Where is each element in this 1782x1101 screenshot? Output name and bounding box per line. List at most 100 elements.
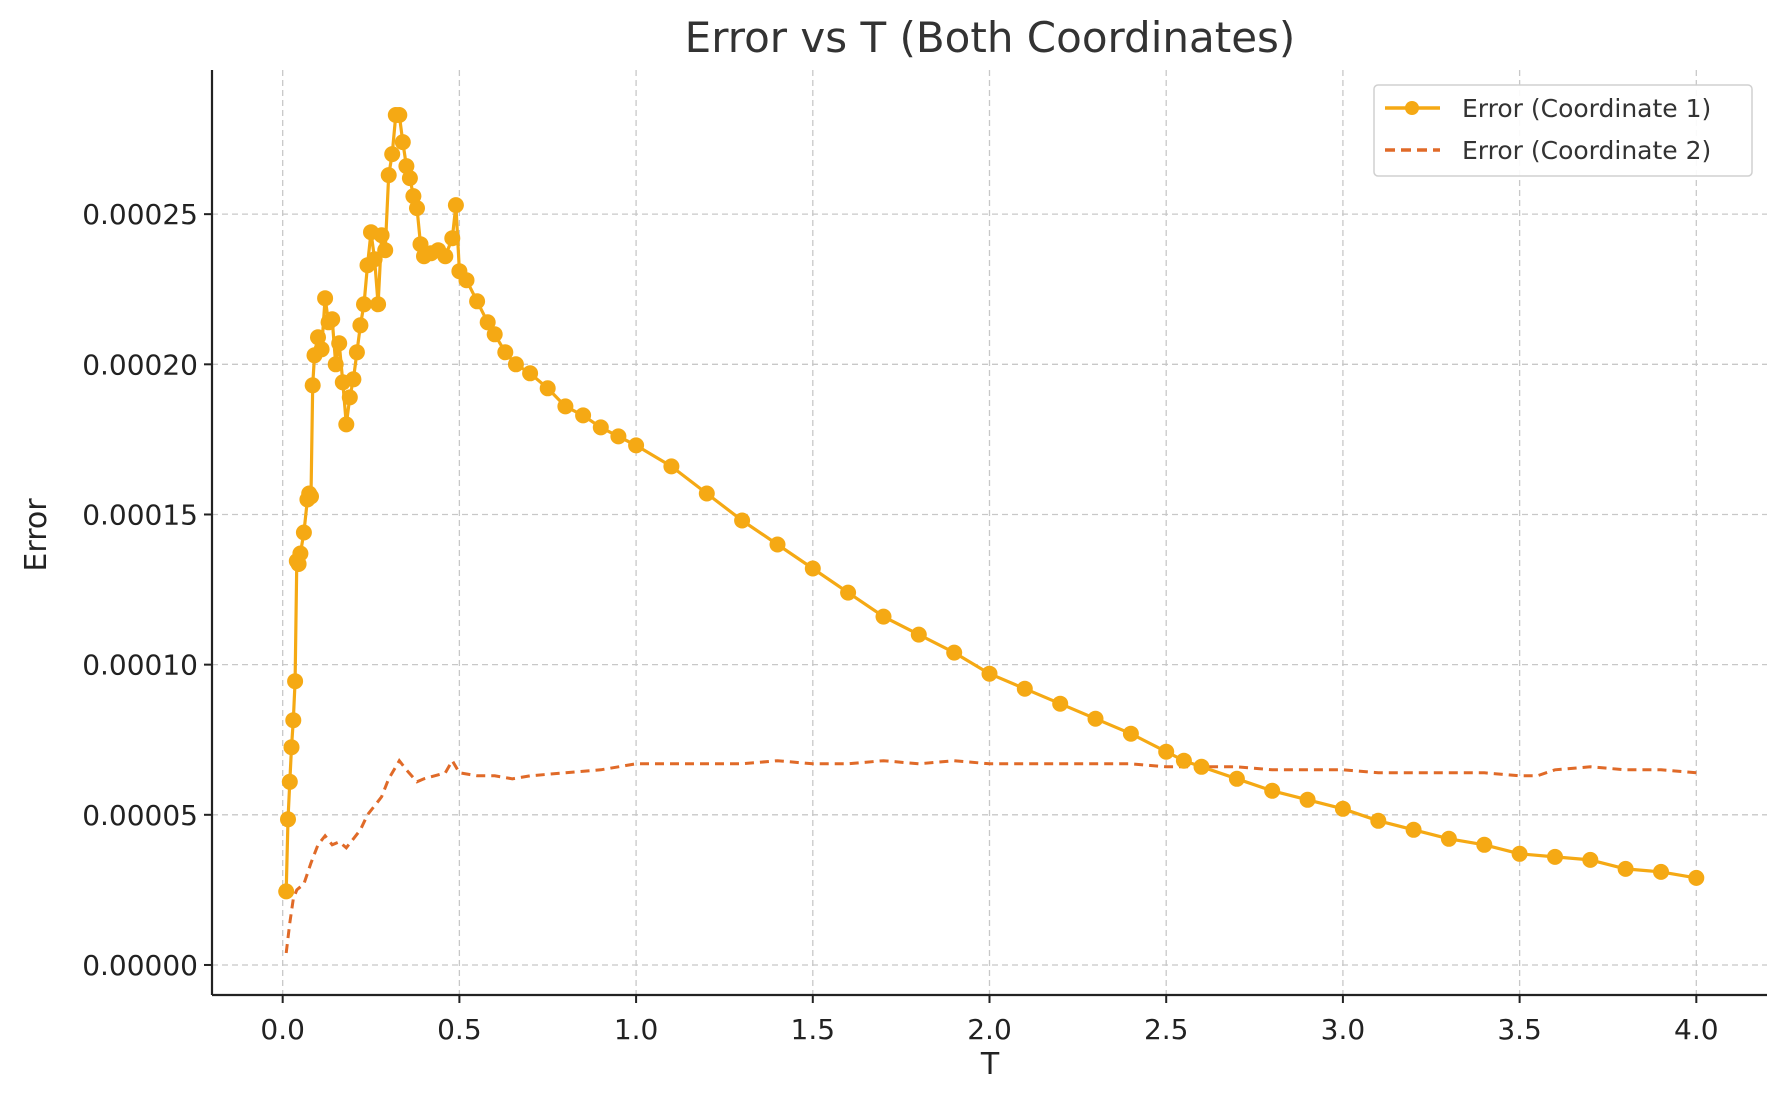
point-coordinate-1 bbox=[317, 290, 334, 307]
legend: Error (Coordinate 1) Error (Coordinate 2… bbox=[1373, 84, 1753, 177]
point-coordinate-1 bbox=[437, 248, 454, 265]
point-coordinate-1 bbox=[303, 488, 319, 505]
x-tick-label: 1.5 bbox=[791, 1013, 836, 1046]
point-coordinate-1 bbox=[1511, 845, 1528, 862]
point-coordinate-1 bbox=[698, 485, 715, 502]
point-coordinate-1 bbox=[280, 811, 296, 828]
x-axis-title: T bbox=[980, 1047, 1000, 1082]
point-coordinate-1 bbox=[324, 311, 341, 328]
point-coordinate-1 bbox=[1193, 758, 1210, 775]
x-tick-label: 0.0 bbox=[260, 1013, 305, 1046]
legend-marker-coordinate-1 bbox=[1405, 101, 1419, 115]
point-coordinate-1 bbox=[1334, 800, 1351, 817]
y-tick-label: 0.00005 bbox=[82, 799, 198, 832]
point-coordinate-1 bbox=[479, 314, 496, 331]
point-coordinate-1 bbox=[575, 407, 592, 424]
point-coordinate-1 bbox=[1582, 851, 1599, 868]
point-coordinate-1 bbox=[394, 134, 411, 151]
x-tick-label: 3.5 bbox=[1497, 1013, 1542, 1046]
point-coordinate-1 bbox=[292, 545, 309, 562]
point-coordinate-1 bbox=[804, 560, 821, 577]
point-coordinate-1 bbox=[1653, 863, 1669, 880]
point-coordinate-1 bbox=[377, 242, 394, 259]
point-coordinate-1 bbox=[1547, 848, 1563, 865]
point-coordinate-1 bbox=[486, 326, 503, 343]
point-coordinate-1 bbox=[769, 536, 786, 553]
point-coordinate-1 bbox=[469, 293, 486, 310]
point-coordinate-1 bbox=[1122, 725, 1139, 742]
point-coordinate-1 bbox=[285, 712, 302, 729]
legend-label-coordinate-2: Error (Coordinate 2) bbox=[1462, 136, 1711, 165]
point-coordinate-1 bbox=[412, 236, 429, 253]
point-coordinate-1 bbox=[1228, 770, 1245, 787]
point-coordinate-1 bbox=[610, 428, 627, 445]
point-coordinate-1 bbox=[1299, 791, 1316, 808]
point-coordinate-1 bbox=[356, 296, 372, 313]
point-coordinate-1 bbox=[734, 512, 751, 529]
point-coordinate-1 bbox=[447, 197, 464, 214]
point-coordinate-1 bbox=[345, 371, 362, 388]
point-coordinate-1 bbox=[910, 626, 927, 643]
point-coordinate-1 bbox=[946, 644, 963, 661]
point-coordinate-1 bbox=[310, 329, 326, 346]
point-coordinate-1 bbox=[398, 158, 415, 175]
point-coordinate-1 bbox=[1016, 680, 1033, 697]
point-coordinate-1 bbox=[981, 665, 998, 682]
point-coordinate-1 bbox=[522, 365, 539, 382]
point-coordinate-1 bbox=[875, 608, 892, 625]
legend-box bbox=[1373, 84, 1753, 177]
y-axis-title: Error bbox=[19, 498, 54, 572]
point-coordinate-1 bbox=[313, 341, 330, 358]
point-coordinate-1 bbox=[1688, 869, 1705, 886]
point-coordinate-1 bbox=[366, 251, 383, 268]
point-coordinate-1 bbox=[663, 458, 680, 475]
point-coordinate-1 bbox=[278, 883, 295, 900]
point-coordinate-1 bbox=[409, 200, 425, 217]
point-coordinate-1 bbox=[507, 356, 524, 373]
point-coordinate-1 bbox=[1087, 710, 1104, 727]
y-tick-label: 0.00010 bbox=[82, 649, 198, 682]
point-coordinate-1 bbox=[352, 317, 369, 334]
point-coordinate-1 bbox=[380, 167, 397, 184]
y-tick-label: 0.00000 bbox=[82, 949, 198, 982]
point-coordinate-1 bbox=[1370, 812, 1387, 829]
x-tick-label: 0.5 bbox=[437, 1013, 482, 1046]
point-coordinate-1 bbox=[401, 170, 418, 187]
point-coordinate-1 bbox=[370, 296, 387, 313]
point-coordinate-1 bbox=[341, 389, 358, 406]
x-tick-label: 4.0 bbox=[1674, 1013, 1719, 1046]
x-tick-label: 2.0 bbox=[967, 1013, 1012, 1046]
point-coordinate-1 bbox=[304, 377, 321, 394]
point-coordinate-1 bbox=[1158, 743, 1175, 760]
point-coordinate-1 bbox=[1264, 782, 1281, 799]
point-coordinate-1 bbox=[628, 437, 645, 454]
x-tick-label: 2.5 bbox=[1144, 1013, 1189, 1046]
series-line-coordinate-2 bbox=[284, 757, 1697, 954]
point-coordinate-1 bbox=[1617, 860, 1634, 877]
point-coordinate-1 bbox=[557, 398, 574, 415]
point-coordinate-1 bbox=[592, 419, 609, 436]
chart-title: Error vs T (Both Coordinates) bbox=[685, 13, 1296, 62]
y-tick-label: 0.00020 bbox=[82, 348, 198, 381]
point-coordinate-1 bbox=[405, 188, 422, 205]
point-coordinate-1 bbox=[287, 673, 304, 690]
point-coordinate-1 bbox=[373, 227, 390, 244]
x-tick-label: 1.0 bbox=[614, 1013, 659, 1046]
y-tick-label: 0.00025 bbox=[82, 198, 198, 231]
point-coordinate-1 bbox=[458, 272, 475, 289]
point-coordinate-1 bbox=[497, 344, 514, 361]
point-coordinate-1 bbox=[327, 356, 344, 373]
point-coordinate-1 bbox=[281, 773, 298, 790]
point-coordinate-1 bbox=[348, 344, 365, 361]
point-coordinate-1 bbox=[331, 335, 348, 352]
point-coordinate-1 bbox=[283, 739, 300, 756]
point-coordinate-1 bbox=[1440, 830, 1457, 847]
point-coordinate-1 bbox=[384, 146, 401, 163]
grid bbox=[212, 70, 1767, 995]
point-coordinate-1 bbox=[1476, 836, 1493, 853]
point-coordinate-1 bbox=[1175, 752, 1192, 769]
point-coordinate-1 bbox=[391, 107, 408, 123]
x-ticks: 0.0 0.5 1.0 1.5 2.0 2.5 3.0 3.5 4.0 bbox=[260, 995, 1719, 1046]
